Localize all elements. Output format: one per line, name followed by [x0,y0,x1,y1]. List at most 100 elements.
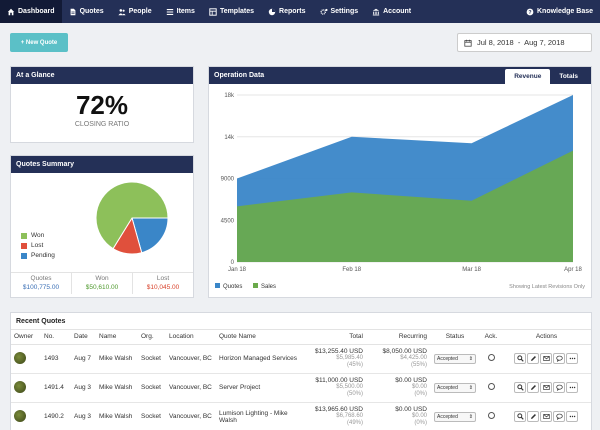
recurring-margin-pct: (55%) [410,362,427,368]
quote-name[interactable]: Lumison Lighting - Mike Walsh [216,402,306,430]
col-owner: Owner [11,330,41,345]
status-select[interactable]: Accepted ⇕ [434,353,476,364]
table-row[interactable]: 1491.4 Aug 3 Mike Walsh Socket Vancouver… [11,373,591,403]
envelope-icon [542,414,550,419]
x-tick-label: Jan 18 [228,267,247,273]
comment-button[interactable] [553,382,565,393]
contact-name[interactable]: Mike Walsh [96,373,138,403]
email-button[interactable] [540,353,552,364]
status-value: Accepted [437,413,458,420]
nav-reports[interactable]: Reports [261,0,312,23]
tab-totals[interactable]: Totals [559,73,578,80]
recurring-margin: $0.00 [411,384,427,390]
more-button[interactable] [566,411,578,422]
contact-name[interactable]: Mike Walsh [96,344,138,374]
more-button[interactable] [566,382,578,393]
total-margin-pct: (50%) [346,391,363,397]
list-icon [166,8,173,15]
status-select[interactable]: Accepted ⇕ [434,411,476,422]
legend-swatch [21,242,27,249]
nav-items[interactable]: Items [159,0,202,23]
nav-settings[interactable]: Settings [313,0,366,23]
nav-dashboard[interactable]: Dashboard [0,0,62,23]
legend-pending: Pending [21,252,55,259]
recurring-cell: $8,050.00 USD $4,425.00 (55%) [366,344,430,374]
nav-account[interactable]: Account [365,0,418,23]
email-button[interactable] [540,411,552,422]
updown-icon: ⇕ [468,355,473,362]
ack-cell [480,344,502,374]
legend-label: Quotes [223,284,242,290]
recurring-margin-pct: (0%) [414,420,427,426]
edit-button[interactable] [527,353,539,364]
date-range-value: Jul 8, 2018 - Aug 7, 2018 [477,38,565,47]
actions-cell [502,402,591,430]
tab-revenue[interactable]: Revenue [505,69,551,84]
pie-icon [268,8,276,15]
owner-cell [11,344,41,374]
updown-icon: ⇕ [468,384,473,391]
nav-people[interactable]: People [111,0,159,23]
email-button[interactable] [540,382,552,393]
stat-label: Won [95,275,109,282]
view-button[interactable] [514,411,526,422]
recurring-cell: $0.00 USD $0.00 (0%) [366,402,430,430]
quote-number: 1493 [41,344,71,374]
col-actions: Actions [502,330,591,345]
ack-radio[interactable] [487,383,495,390]
nav-label: People [128,8,152,15]
status-value: Accepted [437,384,458,391]
at-a-glance-title: At a Glance [11,67,193,84]
table-row[interactable]: 1490.2 Aug 3 Mike Walsh Socket Vancouver… [11,402,591,430]
nav-knowledge-base[interactable]: ? Knowledge Base [519,0,600,23]
col-total: Total [306,330,366,345]
org-name: Socket [138,344,166,374]
total-margin-pct: (49%) [346,420,363,426]
quote-name[interactable]: Server Project [216,373,306,403]
nav-quotes[interactable]: Quotes [62,0,111,23]
nav-label: Items [176,8,195,15]
legend-swatch [253,283,258,288]
x-tick-label: Feb 18 [342,267,361,273]
table-row[interactable]: 1493 Aug 7 Mike Walsh Socket Vancouver, … [11,344,591,374]
quote-number: 1491.4 [41,373,71,403]
help-icon: ? [526,8,534,15]
more-button[interactable] [566,353,578,364]
people-icon [118,8,126,15]
status-select[interactable]: Accepted ⇕ [434,382,476,393]
document-icon [70,8,75,15]
bank-icon [372,8,380,15]
nav-label: Account [383,8,412,15]
contact-name[interactable]: Mike Walsh [96,402,138,430]
view-button[interactable] [514,382,526,393]
avatar [14,380,26,393]
legend-swatch [215,283,220,288]
summary-stats: Quotes $100,775.00 Won $50,610.00 Lost $10,… [11,272,193,294]
new-quote-button[interactable]: + New Quote [10,33,68,52]
comment-button[interactable] [553,353,565,364]
edit-button[interactable] [527,411,539,422]
avatar [14,351,26,364]
date-range-picker[interactable]: Jul 8, 2018 - Aug 7, 2018 [457,33,592,52]
quote-name[interactable]: Horizon Managed Services [216,344,306,374]
status-cell: Accepted ⇕ [430,373,480,403]
top-nav: Dashboard Quotes People Items Templates … [0,0,600,23]
org-name: Socket [138,402,166,430]
ellipsis-icon [569,357,575,360]
nav-templates[interactable]: Templates [202,0,261,23]
ack-radio[interactable] [487,354,495,361]
avatar [14,409,26,422]
legend-swatch [21,232,27,239]
org-name: Socket [138,373,166,403]
col-org: Org. [138,330,166,345]
comment-icon [555,355,563,362]
stat-won: Won $50,610.00 [72,273,133,294]
ack-radio[interactable] [487,412,495,419]
edit-button[interactable] [527,382,539,393]
comment-button[interactable] [553,411,565,422]
revisions-note: Showing Latest Revisions Only [509,284,585,290]
view-button[interactable] [514,353,526,364]
y-tick-label: 14k [224,135,235,141]
pencil-icon [530,385,536,390]
